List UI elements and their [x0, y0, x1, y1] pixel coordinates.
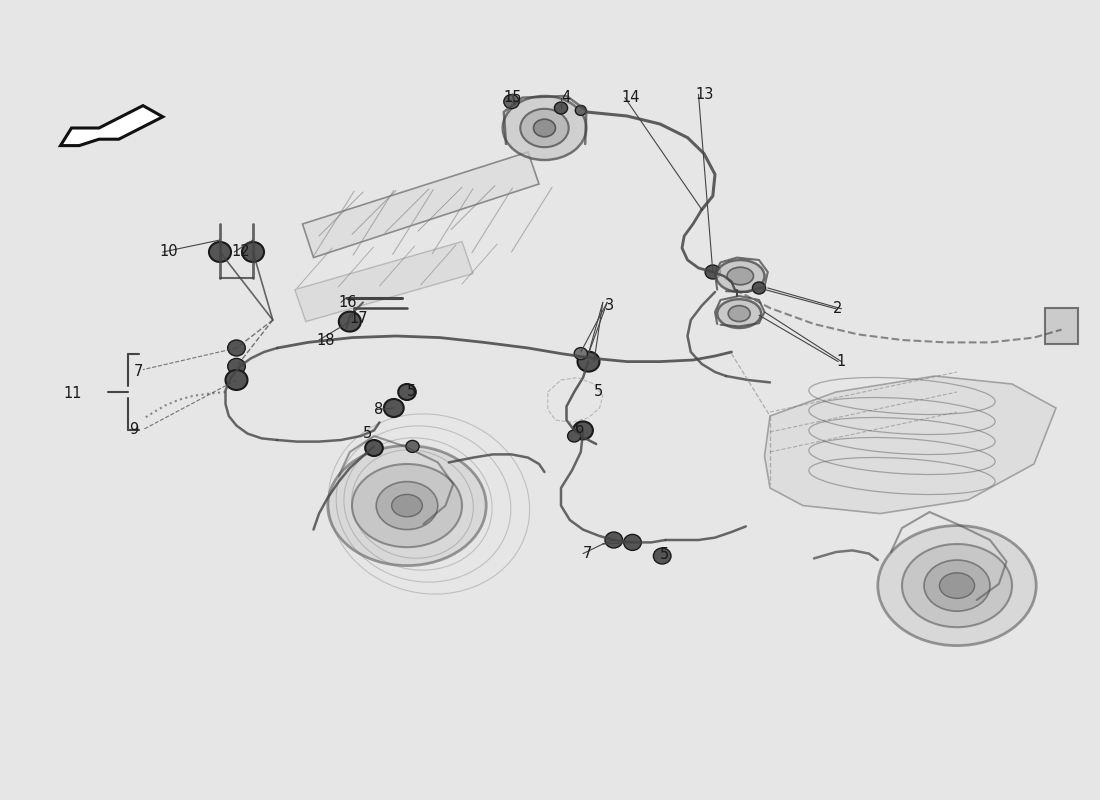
Text: 18: 18	[317, 333, 336, 347]
Ellipse shape	[568, 430, 581, 442]
Ellipse shape	[878, 526, 1036, 646]
Text: 17: 17	[350, 311, 368, 326]
Text: 7: 7	[134, 365, 144, 379]
Ellipse shape	[520, 109, 569, 147]
Text: 10: 10	[160, 245, 178, 259]
Ellipse shape	[503, 96, 586, 160]
Text: 12: 12	[231, 245, 250, 259]
Ellipse shape	[406, 440, 419, 452]
Ellipse shape	[902, 544, 1012, 627]
Text: 14: 14	[621, 90, 640, 105]
Ellipse shape	[339, 312, 361, 331]
Ellipse shape	[716, 260, 764, 292]
Ellipse shape	[727, 267, 754, 285]
Ellipse shape	[653, 548, 671, 564]
Text: 1: 1	[836, 354, 845, 369]
Ellipse shape	[605, 532, 623, 548]
Ellipse shape	[578, 351, 600, 371]
Text: 9: 9	[129, 422, 138, 437]
Ellipse shape	[365, 440, 383, 456]
Ellipse shape	[573, 422, 593, 439]
Text: 11: 11	[64, 386, 82, 401]
Ellipse shape	[624, 534, 641, 550]
Text: 2: 2	[833, 302, 843, 316]
Ellipse shape	[504, 94, 519, 109]
Text: 13: 13	[695, 87, 714, 102]
Ellipse shape	[728, 306, 750, 322]
Ellipse shape	[717, 299, 761, 328]
Text: 5: 5	[660, 547, 669, 562]
Ellipse shape	[328, 446, 486, 566]
Text: 8: 8	[374, 402, 383, 417]
Ellipse shape	[228, 358, 245, 374]
Ellipse shape	[228, 340, 245, 356]
Ellipse shape	[575, 106, 586, 115]
Ellipse shape	[242, 242, 264, 262]
Ellipse shape	[376, 482, 438, 530]
Polygon shape	[302, 152, 539, 258]
Ellipse shape	[534, 119, 556, 137]
Ellipse shape	[209, 242, 231, 262]
Text: 3: 3	[605, 298, 614, 313]
Ellipse shape	[574, 347, 587, 359]
Bar	[1045, 308, 1078, 344]
Text: 5: 5	[594, 385, 603, 399]
Ellipse shape	[924, 560, 990, 611]
Ellipse shape	[752, 282, 766, 294]
Ellipse shape	[554, 102, 568, 114]
Polygon shape	[295, 242, 473, 322]
Ellipse shape	[226, 370, 248, 390]
Ellipse shape	[939, 573, 975, 598]
Ellipse shape	[352, 464, 462, 547]
Text: 5: 5	[407, 385, 416, 399]
Ellipse shape	[398, 384, 416, 400]
Text: 6: 6	[575, 422, 584, 436]
Text: 4: 4	[561, 90, 570, 105]
Polygon shape	[60, 106, 163, 146]
Polygon shape	[764, 376, 1056, 514]
Text: 16: 16	[339, 295, 358, 310]
Ellipse shape	[392, 494, 422, 517]
Ellipse shape	[384, 399, 404, 417]
Text: 7: 7	[583, 546, 593, 561]
Ellipse shape	[705, 265, 720, 279]
Text: 5: 5	[363, 426, 372, 441]
Text: 15: 15	[504, 90, 522, 105]
